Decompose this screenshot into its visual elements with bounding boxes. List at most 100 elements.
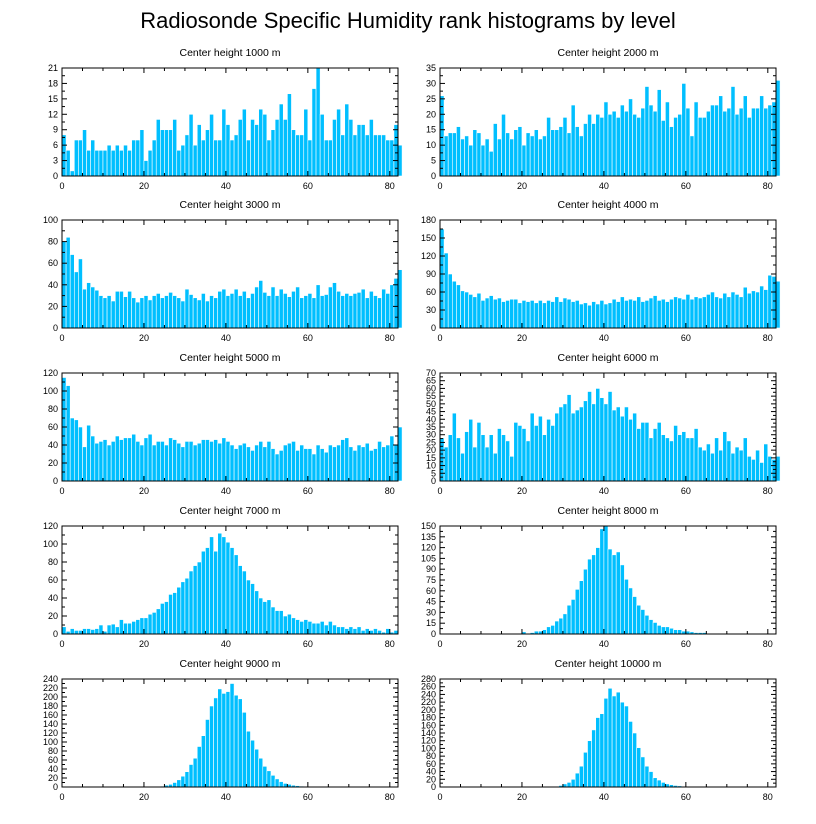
x-tick-label: 40	[599, 181, 609, 191]
histogram-bar	[229, 547, 235, 635]
histogram-bar	[673, 117, 678, 177]
y-tick-label: 40	[48, 440, 58, 450]
histogram-bar	[78, 630, 83, 635]
histogram-bar	[233, 288, 239, 329]
histogram-bar	[188, 441, 194, 482]
y-tick-label: 30	[426, 305, 436, 315]
histogram-bar	[464, 135, 469, 177]
y-tick-label: 45	[426, 597, 436, 607]
histogram-bar	[603, 403, 609, 482]
histogram-bar	[632, 596, 637, 635]
y-tick-label: 20	[48, 611, 58, 621]
histogram-bar	[258, 441, 264, 482]
x-tick-label: 40	[221, 486, 231, 496]
y-tick-label: 180	[43, 701, 58, 711]
histogram-bar	[258, 597, 264, 635]
y-tick-label: 220	[421, 697, 436, 707]
histogram-bar	[352, 134, 358, 177]
histogram-bar	[188, 764, 194, 788]
histogram-bar	[139, 617, 145, 635]
x-tick-label: 80	[763, 333, 773, 343]
histogram-bar	[587, 304, 592, 329]
histogram-bar	[603, 101, 609, 177]
histogram-bar	[311, 622, 317, 635]
histogram-bar	[583, 123, 588, 177]
histogram-bar	[570, 599, 576, 635]
histogram-bar	[513, 298, 519, 329]
histogram-bar	[730, 86, 736, 177]
histogram-bar	[615, 691, 621, 788]
histogram-bar	[656, 300, 662, 329]
y-tick-label: 20	[426, 109, 436, 119]
histogram-bar	[213, 297, 219, 329]
histogram-bar	[201, 550, 206, 635]
histogram-bar	[685, 107, 691, 177]
histogram-bar	[278, 781, 284, 788]
histogram-bar	[632, 412, 637, 482]
histogram-bar	[599, 528, 605, 635]
y-tick-label: 10	[426, 140, 436, 150]
y-tick-label: 60	[48, 575, 58, 585]
histogram-bar	[767, 274, 773, 329]
histogram-bar	[718, 95, 724, 177]
histogram-bar	[505, 440, 510, 482]
histogram-bar	[348, 446, 354, 482]
histogram-panel-6: Center height 6000 m05101520253035404550…	[426, 352, 781, 496]
histogram-bar	[492, 298, 498, 329]
histogram-bar	[451, 132, 457, 177]
histogram-panel-1: Center height 1000 m 0 3 6 9 12 15 18 21 0 20 40 60 8…	[48, 47, 403, 191]
histogram-bar	[364, 297, 370, 329]
histogram-bar	[336, 290, 341, 329]
y-tick-label: 10	[426, 461, 436, 471]
histogram-bar	[106, 295, 112, 329]
histogram-bar	[648, 297, 654, 329]
histogram-bar	[176, 779, 182, 788]
y-tick-label: 25	[426, 94, 436, 104]
histogram-bar	[771, 459, 777, 482]
histogram-bar	[546, 117, 551, 177]
histogram-bar	[246, 297, 251, 329]
histogram-bar	[336, 444, 341, 482]
x-tick-label: 60	[681, 486, 691, 496]
histogram-bar	[225, 124, 231, 177]
histogram-bar	[168, 437, 173, 482]
y-tick-label: 75	[426, 575, 436, 585]
y-tick-label: 0	[53, 782, 58, 792]
histogram-bar	[340, 439, 346, 482]
histogram-bar	[591, 403, 597, 482]
histogram-bar	[669, 126, 674, 177]
y-tick-label: 15	[426, 618, 436, 628]
histogram-bar	[254, 590, 259, 635]
x-tick-label: 60	[303, 486, 313, 496]
histogram-bar	[439, 95, 445, 177]
histogram-bar	[192, 144, 198, 177]
histogram-bar	[360, 124, 366, 177]
histogram-bar	[94, 149, 100, 177]
histogram-bar	[110, 441, 116, 482]
histogram-bar	[180, 446, 186, 482]
panel-title: Center height 1000 m	[180, 47, 281, 59]
histogram-bar	[123, 296, 128, 329]
histogram-bar	[775, 280, 781, 329]
histogram-bar	[619, 564, 625, 635]
histogram-bar	[652, 622, 658, 635]
histogram-bar	[747, 292, 752, 329]
histogram-bar	[583, 400, 588, 482]
x-tick-label: 80	[763, 181, 773, 191]
histogram-bar	[319, 448, 325, 482]
histogram-bar	[492, 452, 498, 482]
histogram-bar	[706, 443, 711, 482]
histogram-bar	[591, 554, 597, 635]
histogram-bar	[714, 437, 719, 482]
histogram-bar	[139, 444, 145, 482]
histogram-bar	[587, 558, 592, 635]
histogram-bar	[155, 608, 161, 635]
histogram-bar	[229, 293, 235, 329]
histogram-bar	[501, 434, 506, 482]
histogram-bar	[681, 298, 687, 329]
histogram-bar	[282, 444, 288, 482]
histogram-bar	[209, 295, 214, 329]
histogram-bar	[233, 134, 239, 177]
histogram-bar	[106, 144, 112, 177]
histogram-bar	[323, 294, 329, 329]
